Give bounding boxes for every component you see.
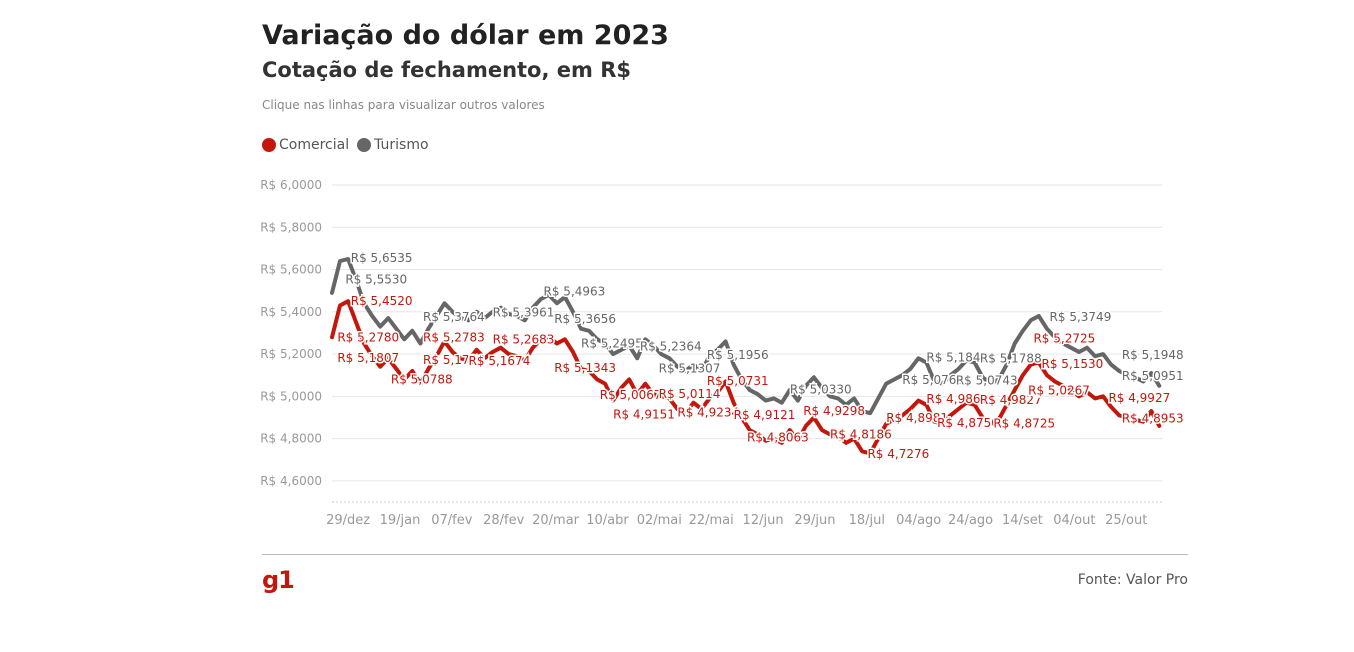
footer-divider	[262, 554, 1188, 555]
legend-item-comercial[interactable]: Comercial	[262, 137, 349, 153]
data-label-comercial: R$ 5,0788	[391, 373, 453, 387]
x-tick-label: 04/out	[1053, 513, 1095, 528]
y-tick-label: R$ 6,0000	[260, 178, 322, 192]
data-label-comercial: R$ 5,2683	[493, 333, 555, 347]
x-tick-label: 10/abr	[586, 513, 629, 528]
y-tick-label: R$ 4,6000	[260, 474, 322, 488]
data-label-turismo: R$ 5,1948	[1122, 348, 1184, 362]
data-label-comercial: R$ 5,4520	[351, 294, 413, 308]
x-tick-label: 04/ago	[896, 513, 941, 528]
chart-subtitle: Cotação de fechamento, em R$	[262, 58, 631, 82]
y-tick-label: R$ 4,8000	[260, 432, 322, 446]
y-tick-label: R$ 5,0000	[260, 389, 322, 403]
x-tick-label: 22/mai	[689, 513, 734, 528]
data-label-comercial: R$ 5,0731	[707, 374, 769, 388]
data-label-turismo: R$ 5,3749	[1050, 310, 1112, 324]
x-tick-label: 14/set	[1002, 513, 1043, 528]
y-tick-label: R$ 5,4000	[260, 305, 322, 319]
data-label-comercial: R$ 4,9151	[613, 407, 675, 421]
y-tick-label: R$ 5,2000	[260, 347, 322, 361]
data-label-comercial: R$ 4,8981	[886, 411, 948, 425]
x-tick-label: 28/fev	[483, 513, 524, 528]
legend-item-turismo[interactable]: Turismo	[357, 137, 429, 153]
data-label-turismo: R$ 5,0743	[956, 374, 1018, 388]
data-label-turismo: R$ 5,2495	[581, 337, 643, 351]
legend: Comercial Turismo	[262, 137, 429, 153]
x-tick-label: 20/mar	[532, 513, 580, 528]
x-tick-label: 07/fev	[431, 513, 472, 528]
data-label-comercial: R$ 4,8063	[747, 430, 809, 444]
x-tick-label: 18/jul	[849, 513, 885, 528]
data-label-comercial: R$ 4,8953	[1122, 411, 1184, 425]
data-label-turismo: R$ 5,6535	[351, 251, 413, 265]
data-label-comercial: R$ 4,8725	[993, 416, 1055, 430]
y-tick-label: R$ 5,6000	[260, 263, 322, 277]
legend-label-comercial: Comercial	[279, 137, 350, 153]
data-label-turismo: R$ 5,3961	[493, 306, 555, 320]
x-tick-label: 12/jun	[743, 513, 784, 528]
series-line-turismo[interactable]	[330, 257, 1162, 416]
legend-label-turismo: Turismo	[374, 137, 429, 153]
data-label-turismo: R$ 5,3656	[554, 312, 616, 326]
data-label-comercial: R$ 5,0067	[600, 388, 662, 402]
g1-logo: g1	[262, 566, 295, 594]
data-label-turismo: R$ 5,1956	[707, 348, 769, 362]
data-label-comercial: R$ 4,9827	[980, 393, 1042, 407]
x-tick-label: 24/ago	[948, 513, 993, 528]
legend-dot-comercial	[262, 138, 276, 152]
series-line-comercial[interactable]	[330, 299, 1162, 456]
data-label-comercial: R$ 5,1343	[554, 361, 616, 375]
y-tick-label: R$ 5,8000	[260, 220, 322, 234]
x-tick-label: 02/mai	[637, 513, 682, 528]
legend-dot-turismo	[357, 138, 372, 152]
data-label-comercial: R$ 4,8750	[937, 416, 999, 430]
data-label-comercial: R$ 4,9234	[677, 406, 739, 420]
data-label-turismo: R$ 5,0768	[902, 373, 964, 387]
data-label-comercial: R$ 5,2783	[423, 331, 485, 345]
data-label-comercial: R$ 4,9868	[926, 392, 988, 406]
data-label-turismo: R$ 5,0330	[790, 382, 852, 396]
source-text: Fonte: Valor Pro	[1077, 572, 1188, 588]
chart-title: Variação do dólar em 2023	[262, 20, 669, 51]
x-tick-label: 29/jun	[794, 513, 835, 528]
data-label-comercial: R$ 5,2780	[337, 331, 399, 345]
data-label-comercial: R$ 5,1530	[1042, 357, 1104, 371]
data-label-turismo: R$ 5,1307	[659, 362, 721, 376]
data-label-turismo: R$ 5,2364	[640, 339, 702, 353]
x-tick-label: 25/out	[1105, 513, 1147, 528]
data-label-comercial: R$ 5,0267	[1028, 384, 1090, 398]
data-label-comercial: R$ 5,2725	[1033, 332, 1095, 346]
data-label-comercial: R$ 5,1807	[337, 351, 399, 365]
data-label-turismo: R$ 5,1788	[980, 352, 1042, 366]
data-label-comercial: R$ 4,9121	[734, 408, 796, 422]
data-label-comercial: R$ 4,8186	[830, 428, 892, 442]
data-label-turismo: R$ 5,3764	[423, 310, 485, 324]
data-label-comercial: R$ 5,0114	[659, 387, 721, 401]
line-chart[interactable]: R$ 6,0000 R$ 5,8000 R$ 5,6000 R$ 5,4000 R$ 5…	[250, 170, 1185, 530]
x-tick-label: 19/jan	[380, 513, 421, 528]
data-label-comercial: R$ 5,1674	[469, 354, 531, 368]
data-label-turismo: R$ 5,0951	[1122, 369, 1184, 383]
data-label-comercial: R$ 5,1726	[423, 353, 485, 367]
x-tick-label: 29/dez	[326, 513, 370, 528]
chart-instruction: Clique nas linhas para visualizar outros…	[262, 98, 545, 112]
data-label-turismo: R$ 5,1846	[926, 350, 988, 364]
data-label-comercial: R$ 4,9298	[803, 404, 865, 418]
data-label-turismo: R$ 5,4963	[544, 284, 606, 298]
data-label-turismo: R$ 5,5530	[345, 272, 407, 286]
data-label-comercial: R$ 4,7276	[867, 447, 929, 461]
data-label-comercial: R$ 4,9927	[1108, 391, 1170, 405]
